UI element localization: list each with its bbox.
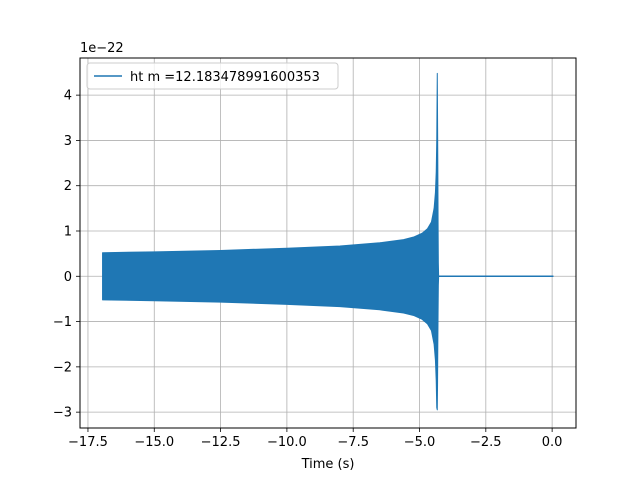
- y-tick-label: 2: [64, 179, 72, 194]
- y-offset-label: 1e−22: [80, 41, 124, 56]
- x-tick-label: −10.0: [267, 435, 307, 450]
- x-tick-label: −2.5: [470, 435, 502, 450]
- y-tick-label: 0: [64, 270, 72, 285]
- x-tick-label: −12.5: [201, 435, 241, 450]
- x-axis-label: Time (s): [301, 457, 355, 472]
- plot-frame: [79, 57, 577, 429]
- y-tick-label: −2: [53, 360, 72, 375]
- x-tick-label: −5.0: [404, 435, 436, 450]
- series-layer: [102, 72, 554, 411]
- legend-label: ht m =12.183478991600353: [130, 70, 320, 85]
- y-axis: −3 −2 −1 0 1 2 3 4: [53, 89, 80, 421]
- x-tick-label: −15.0: [134, 435, 174, 450]
- x-tick-label: 0.0: [542, 435, 563, 450]
- x-tick-label: −17.5: [68, 435, 108, 450]
- y-tick-label: −1: [53, 315, 72, 330]
- grid-lines: [80, 58, 576, 428]
- legend-box: [86, 62, 339, 90]
- waveform-envelope: [102, 72, 440, 411]
- y-tick-label: 3: [64, 134, 72, 149]
- y-tick-label: 1: [64, 224, 72, 239]
- x-tick-label: −7.5: [337, 435, 369, 450]
- y-tick-label: −3: [53, 406, 72, 421]
- x-axis: −17.5 −15.0 −12.5 −10.0 −7.5 −5.0 −2.5 0.0: [68, 428, 562, 450]
- y-tick-label: 4: [64, 89, 72, 104]
- legend: ht m =12.183478991600353: [86, 62, 339, 90]
